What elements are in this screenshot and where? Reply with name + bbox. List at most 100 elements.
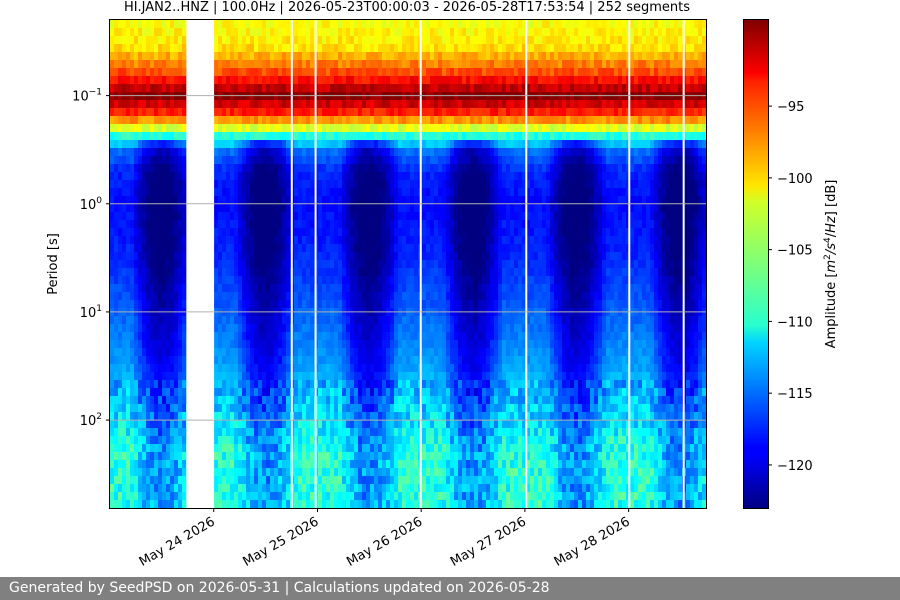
heatmap-cell <box>274 364 279 373</box>
heatmap-cell <box>334 60 339 69</box>
heatmap-cell <box>270 260 275 269</box>
heatmap-cell <box>286 52 291 61</box>
heatmap-cell <box>410 236 415 245</box>
heatmap-cell <box>318 300 323 309</box>
heatmap-cell <box>334 220 339 229</box>
heatmap-cell <box>374 172 379 181</box>
heatmap-cell <box>354 108 359 117</box>
heatmap-cell <box>134 212 139 221</box>
heatmap-cell <box>154 124 159 133</box>
heatmap-cell <box>390 132 395 141</box>
heatmap-cell <box>218 284 223 293</box>
heatmap-cell <box>242 460 247 469</box>
heatmap-cell <box>122 316 127 325</box>
heatmap-cell <box>358 396 363 405</box>
heatmap-cell <box>370 500 375 509</box>
heatmap-cell <box>406 212 411 221</box>
heatmap-cell <box>270 420 275 429</box>
heatmap-cell <box>334 228 339 237</box>
heatmap-cell <box>286 468 291 477</box>
heatmap-cell <box>354 404 359 413</box>
heatmap-cell <box>394 76 399 85</box>
heatmap-cell <box>126 260 131 269</box>
heatmap-cell <box>134 332 139 341</box>
heatmap-cell <box>274 164 279 173</box>
heatmap-cell <box>154 156 159 165</box>
heatmap-cell <box>322 364 327 373</box>
heatmap-cell <box>178 412 183 421</box>
heatmap-cell <box>342 284 347 293</box>
heatmap-cell <box>222 332 227 341</box>
heatmap-cell <box>154 460 159 469</box>
heatmap-cell <box>378 172 383 181</box>
heatmap-cell <box>266 372 271 381</box>
heatmap-cell <box>134 124 139 133</box>
heatmap-cell <box>298 492 303 501</box>
heatmap-cell <box>382 444 387 453</box>
heatmap-cell <box>386 204 391 213</box>
heatmap-cell <box>142 460 147 469</box>
heatmap-cell <box>346 188 351 197</box>
heatmap-cell <box>334 276 339 285</box>
heatmap-cell <box>262 284 267 293</box>
heatmap-cell <box>226 396 231 405</box>
heatmap-cell <box>422 204 427 213</box>
heatmap-cell <box>374 300 379 309</box>
heatmap-cell <box>374 316 379 325</box>
heatmap-cell <box>142 404 147 413</box>
heatmap-cell <box>274 116 279 125</box>
heatmap-cell <box>322 244 327 253</box>
heatmap-cell <box>358 100 363 109</box>
heatmap-cell <box>378 212 383 221</box>
heatmap-cell <box>286 324 291 333</box>
heatmap-cell <box>174 132 179 141</box>
heatmap-cell <box>174 124 179 133</box>
heatmap-cell <box>370 164 375 173</box>
heatmap-cell <box>282 20 287 29</box>
heatmap-cell <box>410 372 415 381</box>
heatmap-cell <box>318 116 323 125</box>
heatmap-cell <box>330 52 335 61</box>
heatmap-cell <box>230 260 235 269</box>
heatmap-cell <box>366 276 371 285</box>
heatmap-cell <box>250 196 255 205</box>
heatmap-cell <box>258 276 263 285</box>
heatmap-cell <box>370 156 375 165</box>
heatmap-cell <box>322 340 327 349</box>
heatmap-cell <box>390 292 395 301</box>
heatmap-cell <box>266 68 271 77</box>
heatmap-cell <box>406 276 411 285</box>
heatmap-cell <box>382 476 387 485</box>
heatmap-cell <box>426 60 431 69</box>
heatmap-cell <box>142 76 147 85</box>
heatmap-cell <box>398 172 403 181</box>
heatmap-cell <box>158 132 163 141</box>
heatmap-cell <box>346 20 351 29</box>
heatmap-cell <box>382 36 387 45</box>
heatmap-cell <box>234 452 239 461</box>
heatmap-cell <box>270 452 275 461</box>
heatmap-cell <box>422 284 427 293</box>
heatmap-cell <box>166 452 171 461</box>
heatmap-cell <box>226 268 231 277</box>
heatmap-cell <box>278 388 283 397</box>
heatmap-cell <box>174 292 179 301</box>
heatmap-cell <box>318 20 323 29</box>
heatmap-cell <box>214 60 219 69</box>
heatmap-cell <box>154 260 159 269</box>
heatmap-cell <box>278 68 283 77</box>
heatmap-cell <box>346 468 351 477</box>
heatmap-cell <box>326 500 331 509</box>
heatmap-cell <box>234 300 239 309</box>
heatmap-cell <box>406 484 411 493</box>
heatmap-cell <box>426 412 431 421</box>
heatmap-cell <box>326 172 331 181</box>
heatmap-cell <box>130 372 135 381</box>
heatmap-cell <box>378 444 383 453</box>
heatmap-cell <box>226 236 231 245</box>
heatmap-cell <box>430 68 435 77</box>
heatmap-cell <box>154 212 159 221</box>
heatmap-cell <box>118 84 123 93</box>
heatmap-cell <box>238 124 243 133</box>
heatmap-cell <box>126 228 131 237</box>
